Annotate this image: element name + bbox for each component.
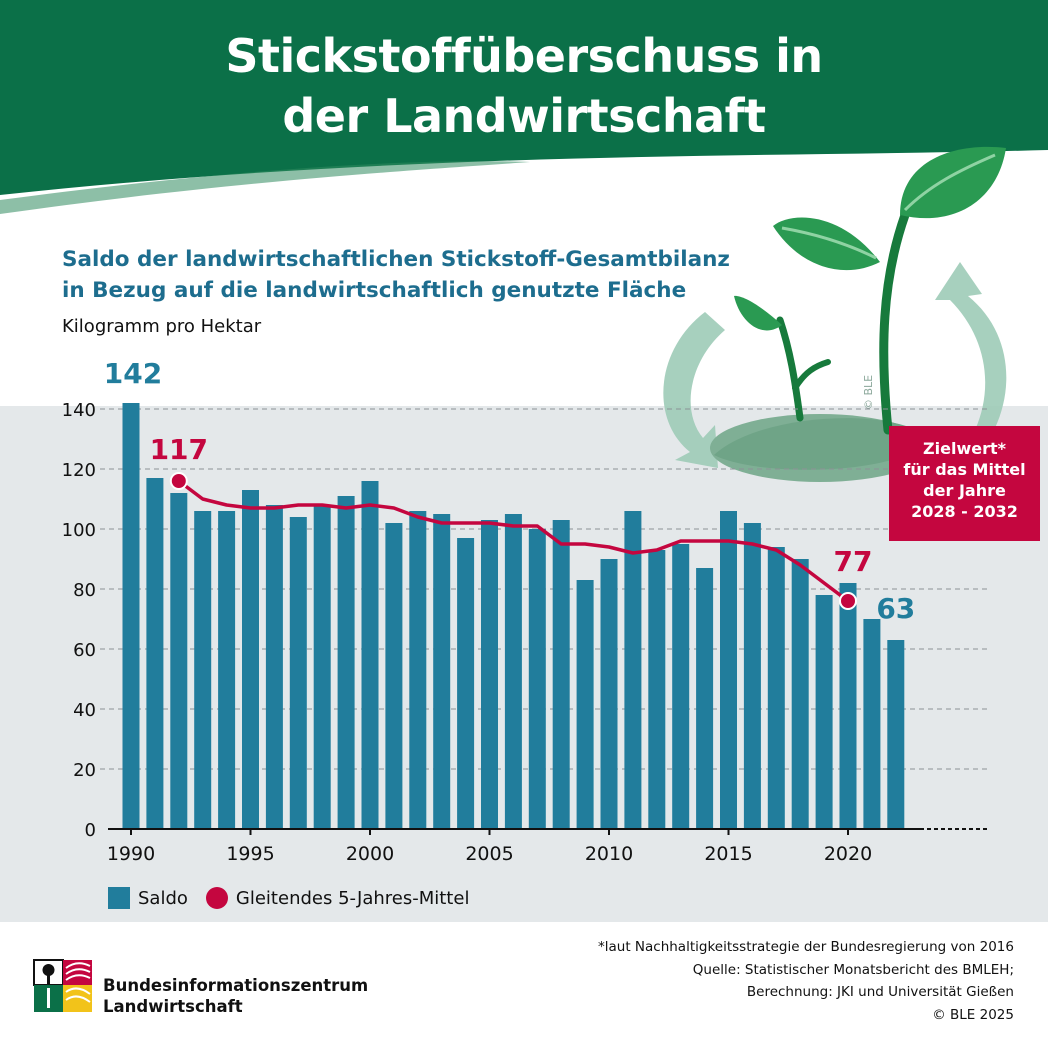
bar bbox=[170, 493, 188, 829]
bar bbox=[457, 538, 475, 829]
bar bbox=[815, 595, 833, 829]
organization-line-2: Landwirtschaft bbox=[103, 997, 243, 1016]
bar bbox=[528, 529, 546, 829]
leaf-small bbox=[734, 295, 782, 331]
y-tick-label: 100 bbox=[62, 520, 96, 541]
bar bbox=[433, 514, 451, 829]
y-tick-label: 0 bbox=[85, 820, 96, 841]
bar bbox=[409, 511, 427, 829]
bar bbox=[337, 496, 355, 829]
y-tick-label: 140 bbox=[62, 400, 96, 421]
organization-line-1: Bundesinformationszentrum bbox=[103, 976, 369, 995]
x-tick-label: 2010 bbox=[585, 843, 633, 865]
y-tick-label: 80 bbox=[73, 580, 96, 601]
bar bbox=[600, 559, 618, 829]
bar bbox=[576, 580, 594, 829]
legend-line-label: Gleitendes 5-Jahres-Mittel bbox=[235, 887, 470, 909]
footnote-line-4: © BLE 2025 bbox=[932, 1006, 1014, 1023]
bar bbox=[887, 640, 905, 829]
bar bbox=[218, 511, 236, 829]
organization-name: Bundesinformationszentrum Landwirtschaft bbox=[103, 975, 368, 1017]
data-label: 142 bbox=[104, 357, 162, 390]
subtitle-line-1: Saldo der landwirtschaftlichen Stickstof… bbox=[62, 247, 730, 272]
bar bbox=[552, 520, 570, 829]
y-tick-label: 20 bbox=[73, 760, 96, 781]
header-background bbox=[0, 0, 1048, 195]
bar bbox=[361, 481, 379, 829]
bar bbox=[265, 505, 283, 829]
stem-small bbox=[776, 316, 804, 422]
subtitle-line-2: in Bezug auf die landwirtschaftlich genu… bbox=[62, 278, 687, 303]
y-tick-label: 40 bbox=[73, 700, 96, 721]
stem-main bbox=[879, 210, 910, 435]
bar bbox=[767, 547, 785, 829]
bar bbox=[242, 490, 259, 829]
data-label: 77 bbox=[834, 545, 873, 578]
plant-illustration bbox=[663, 146, 1007, 482]
x-tick-label: 1995 bbox=[226, 843, 274, 865]
target-line-1: Zielwert* bbox=[923, 439, 1006, 458]
x-tick-label: 2020 bbox=[824, 843, 872, 865]
bar bbox=[791, 559, 809, 829]
bar bbox=[839, 583, 857, 829]
bar bbox=[504, 514, 522, 829]
data-label: 117 bbox=[150, 433, 208, 466]
footnote-line-1: *laut Nachhaltigkeitsstrategie der Bunde… bbox=[597, 939, 1014, 955]
y-tick-label: 120 bbox=[62, 460, 96, 481]
target-line-4: 2028 - 2032 bbox=[911, 502, 1018, 521]
bar bbox=[146, 478, 164, 829]
bar bbox=[122, 403, 140, 829]
target-line-2: für das Mittel bbox=[903, 460, 1026, 479]
bar bbox=[696, 568, 714, 829]
moving-average-start-point bbox=[169, 472, 188, 490]
x-tick-label: 1990 bbox=[107, 843, 155, 865]
legend-bar-swatch bbox=[108, 887, 130, 909]
bar bbox=[481, 520, 498, 829]
legend-line-swatch bbox=[205, 887, 228, 909]
footnote-line-2: Quelle: Statistischer Monatsbericht des … bbox=[692, 961, 1014, 978]
moving-average-end-point bbox=[839, 592, 857, 610]
bar bbox=[648, 550, 666, 829]
arrow-left-illustration bbox=[663, 312, 725, 468]
bar bbox=[720, 511, 737, 829]
chart-legend: Saldo Gleitendes 5-Jahres-Mittel bbox=[108, 884, 469, 912]
x-tick-label: 2005 bbox=[465, 843, 513, 865]
leaf-large bbox=[900, 146, 1006, 219]
moving-average-line bbox=[177, 479, 850, 603]
title-line-1: Stickstoffüberschuss in bbox=[225, 29, 823, 83]
bar bbox=[743, 523, 761, 829]
footnote-line-3: Berechnung: JKI und Universität Gießen bbox=[746, 984, 1014, 1000]
arrow-right-illustration bbox=[935, 262, 1007, 430]
ble-logo bbox=[33, 959, 92, 1012]
bar bbox=[194, 511, 212, 829]
bar bbox=[313, 505, 331, 829]
title-line-2: der Landwirtschaft bbox=[282, 89, 766, 143]
y-tick-label: 60 bbox=[73, 640, 96, 661]
target-box: Zielwert* für das Mittel der Jahre 2028 … bbox=[889, 426, 1040, 541]
unit-label: Kilogramm pro Hektar bbox=[62, 316, 262, 337]
bar bbox=[863, 619, 881, 829]
bar bbox=[385, 523, 403, 829]
bar bbox=[289, 517, 307, 829]
legend-bar-label: Saldo bbox=[138, 887, 188, 909]
bar bbox=[672, 544, 690, 829]
bar bbox=[624, 511, 642, 829]
data-label: 63 bbox=[876, 592, 915, 625]
x-tick-label: 2015 bbox=[704, 843, 752, 865]
footnote: *laut Nachhaltigkeitsstrategie der Bunde… bbox=[454, 936, 1014, 1026]
target-line-3: der Jahre bbox=[923, 481, 1006, 500]
x-tick-label: 2000 bbox=[346, 843, 394, 865]
chart-subtitle: Saldo der landwirtschaftlichen Stickstof… bbox=[62, 244, 730, 306]
